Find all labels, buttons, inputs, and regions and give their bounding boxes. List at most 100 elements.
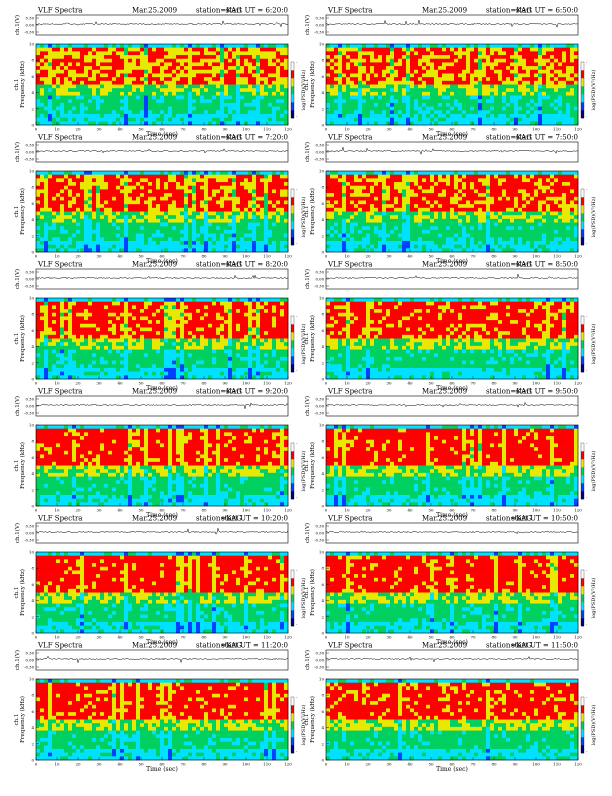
spectrogram-cell	[454, 118, 458, 122]
spectrogram-cell	[410, 92, 414, 96]
spectrogram-cell	[108, 171, 112, 175]
spectrogram-cell	[100, 171, 104, 175]
spectrogram-cell	[120, 197, 124, 201]
spectrogram-cell	[554, 114, 558, 118]
spectrogram-cell	[370, 88, 374, 92]
spectrogram-cell	[494, 59, 498, 63]
spectrogram-cell	[398, 197, 402, 201]
spectrogram-cell	[216, 44, 220, 48]
spectrogram-cell	[76, 110, 80, 114]
spectrogram-cell	[284, 99, 288, 103]
spectrogram-cell	[124, 204, 128, 208]
spectrogram-cell	[196, 66, 200, 70]
spectrogram-cell	[362, 200, 366, 204]
spectrogram-cell	[248, 114, 252, 118]
spectrogram-cell	[272, 118, 276, 122]
spectrogram-cell	[68, 44, 72, 48]
spectrogram-cell	[342, 230, 346, 234]
spectrogram-cell	[558, 99, 562, 103]
spectrogram-cell	[220, 193, 224, 197]
spectrogram-cell	[366, 215, 370, 219]
spectrogram-cell	[442, 70, 446, 74]
spectrogram-cell	[510, 88, 514, 92]
spectrogram-cell	[342, 55, 346, 59]
spectrogram-cell	[264, 212, 268, 216]
spectrogram-cell	[96, 175, 100, 179]
spectrogram-cell	[88, 186, 92, 190]
spectrogram-cell	[280, 212, 284, 216]
spectrogram-cell	[370, 62, 374, 66]
spectrogram-cell	[132, 85, 136, 89]
spectrogram-cell	[116, 171, 120, 175]
spectrogram-cell	[60, 189, 64, 193]
spectrogram-cell	[112, 204, 116, 208]
spectrogram-cell	[430, 182, 434, 186]
spectrogram-cell	[276, 200, 280, 204]
spectrogram-cell	[406, 81, 410, 85]
spectrogram-cell	[172, 66, 176, 70]
spectrogram-cell	[410, 44, 414, 48]
spectrogram-cell	[418, 99, 422, 103]
spectrogram-cell	[338, 171, 342, 175]
spectrogram-cell	[168, 245, 172, 249]
waveform-trace	[36, 21, 288, 27]
spectrogram-cell	[120, 118, 124, 122]
spectrogram-cell	[526, 48, 530, 52]
spectrogram-cell	[370, 66, 374, 70]
spectrogram-cell	[362, 59, 366, 63]
spectrogram-cell	[406, 212, 410, 216]
spectrogram-cell	[188, 175, 192, 179]
spec-ytick-label: 10	[29, 169, 35, 174]
spectrogram-cell	[374, 193, 378, 197]
spectrogram-cell	[160, 241, 164, 245]
spectrogram-cell	[212, 59, 216, 63]
spectrogram-cell	[220, 114, 224, 118]
spectrogram-cell	[236, 178, 240, 182]
spectrogram-cell	[148, 55, 152, 59]
spectrogram-cell	[172, 103, 176, 107]
spectrogram-cell	[272, 200, 276, 204]
spectrogram-cell	[80, 66, 84, 70]
spectrogram-cell	[40, 73, 44, 77]
spectrogram-cell	[96, 234, 100, 238]
spectrogram-cell	[172, 110, 176, 114]
spectrogram-cell	[362, 70, 366, 74]
spectrogram-cell	[562, 62, 566, 66]
spectrogram-cell	[204, 81, 208, 85]
spectrogram-cell	[132, 197, 136, 201]
spectrogram-cell	[374, 175, 378, 179]
spectrogram-cell	[252, 107, 256, 111]
spectrogram-cell	[570, 103, 574, 107]
spectrogram-cell	[164, 241, 168, 245]
spectrogram-cell	[390, 92, 394, 96]
spectrogram-cell	[378, 81, 382, 85]
spectrogram-cell	[168, 66, 172, 70]
spectrogram-cell	[530, 51, 534, 55]
spectrogram-cell	[224, 234, 228, 238]
spectrogram-cell	[514, 77, 518, 81]
xtick-label: 80	[491, 127, 497, 132]
spectrogram-cell	[248, 237, 252, 241]
spectrogram-cell	[108, 226, 112, 230]
spectrogram-cell	[350, 92, 354, 96]
spectrogram-cell	[164, 103, 168, 107]
spectrogram-cell	[92, 197, 96, 201]
spectrogram-cell	[104, 175, 108, 179]
spectrogram-cell	[84, 107, 88, 111]
spectrogram-cell	[256, 59, 260, 63]
spectrogram-cell	[434, 92, 438, 96]
spectrogram-cell	[366, 107, 370, 111]
spectrogram-cell	[244, 118, 248, 122]
spectrogram-cell	[100, 77, 104, 81]
spectrogram-cell	[200, 88, 204, 92]
spectrogram-cell	[326, 55, 330, 59]
spectrogram-cell	[382, 204, 386, 208]
spectrogram-cell	[80, 81, 84, 85]
spectrogram-cell	[36, 223, 40, 227]
spectrogram-cell	[402, 99, 406, 103]
spectrogram-cell	[264, 241, 268, 245]
spectrogram-cell	[92, 204, 96, 208]
spectrogram-cell	[434, 186, 438, 190]
spectrogram-cell	[188, 189, 192, 193]
spectrogram-cell	[362, 241, 366, 245]
